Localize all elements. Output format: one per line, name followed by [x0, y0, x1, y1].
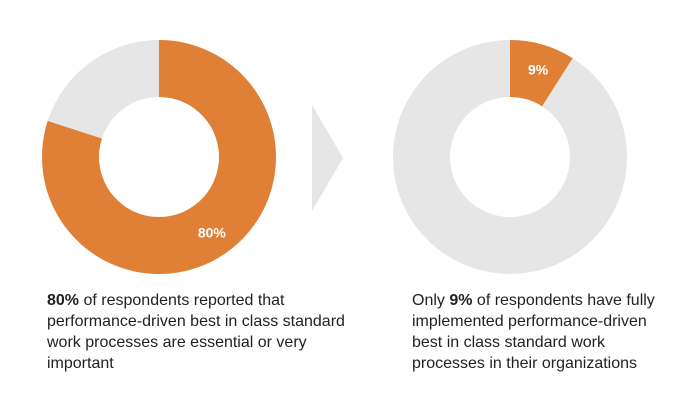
caption-right-text: of respondents have fully implemented pe… — [412, 292, 655, 372]
caption-right: Only 9% of respondents have fully implem… — [412, 290, 672, 374]
donut-1-slice-0 — [510, 40, 573, 107]
caption-left-text: of respondents reported that performance… — [47, 292, 345, 372]
caption-left-strong: 80% — [47, 292, 80, 309]
donut-1-data-label: 9% — [528, 61, 549, 77]
caption-right-strong: 9% — [449, 292, 473, 309]
donut-chart-left: 80% — [42, 40, 276, 274]
caption-left: 80% of respondents reported that perform… — [47, 290, 347, 374]
chevron-right-icon — [312, 105, 343, 211]
donut-0-data-label: 80% — [198, 225, 227, 241]
donut-chart-right: 9% — [393, 40, 627, 274]
donut-0-slice-0 — [42, 40, 276, 274]
donut-0-slice-1 — [47, 40, 159, 139]
donut-1-slice-1 — [393, 40, 627, 274]
caption-right-prefix: Only — [412, 292, 450, 309]
